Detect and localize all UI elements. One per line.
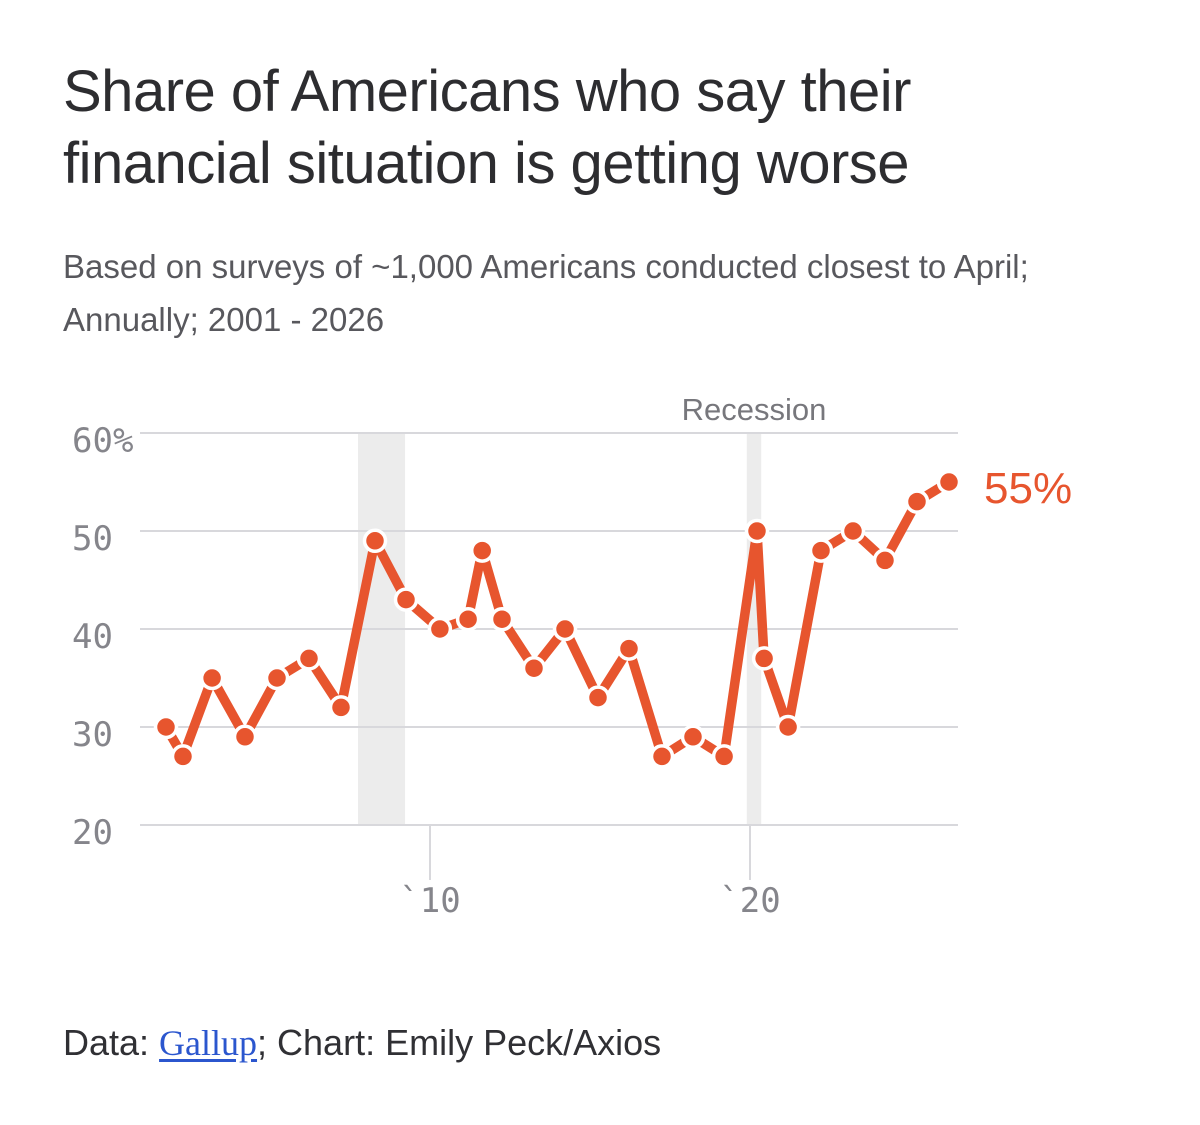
gallup-link[interactable]: Gallup — [159, 1023, 258, 1063]
chart-title-line2: financial situation is getting worse — [63, 131, 910, 196]
data-point-2016-38 — [616, 636, 642, 661]
chart-subtitle: Based on surveys of ~1,000 Americans con… — [63, 240, 1029, 346]
x-axis-tick-label-2020: `20 — [719, 881, 780, 921]
y-axis-tick-label-60: 60% — [72, 421, 133, 461]
x-axis-tick-label-2010: `10 — [399, 881, 460, 921]
chart-subtitle-line1: Based on surveys of ~1,000 Americans con… — [63, 248, 1029, 285]
data-point-2008-49 — [362, 528, 388, 554]
data-point-2024-47 — [872, 548, 898, 573]
end-value-label: 55% — [984, 464, 1072, 513]
data-point-2003-35 — [199, 665, 225, 691]
data-point-2012-41 — [489, 606, 515, 632]
data-point-2014-40 — [552, 616, 578, 642]
data-point-2011-48 — [469, 538, 495, 563]
data-point-2019-27 — [711, 744, 737, 769]
data-point-2010-40 — [427, 616, 453, 642]
y-axis-tick-label-30: 30 — [72, 715, 113, 755]
data-point-2021-30 — [775, 714, 801, 740]
data-point-2001-30 — [153, 714, 179, 740]
data-point-2022-48 — [808, 538, 834, 563]
data-point-2015-33 — [585, 685, 611, 710]
data-point-2006-37 — [296, 646, 322, 671]
data-point-2007-32 — [328, 695, 354, 720]
data-point-2018-29 — [680, 724, 706, 750]
data-point-2020-50 — [744, 518, 770, 544]
data-point-2026-55 — [936, 469, 962, 495]
chart-subtitle-line2: Annually; 2001 - 2026 — [63, 301, 385, 338]
chart-title: Share of Americans who say their financi… — [63, 56, 911, 200]
source-line: Data: Gallup; Chart: Emily Peck/Axios — [63, 1022, 661, 1064]
data-point-2004-29 — [232, 724, 258, 750]
y-axis-tick-label-40: 40 — [72, 617, 113, 657]
data-point-2002-27 — [170, 744, 196, 769]
data-point-2009-43 — [393, 587, 419, 612]
source-prefix: Data: — [63, 1022, 160, 1063]
data-point-2013-36 — [521, 655, 547, 681]
data-line — [161, 477, 954, 762]
chart-title-line1: Share of Americans who say their — [63, 59, 911, 124]
plot-layers — [140, 432, 962, 880]
data-point-2025-53 — [904, 489, 930, 514]
data-point-2020-37 — [751, 646, 777, 671]
data-point-2023-50 — [840, 518, 866, 544]
source-suffix: ; Chart: Emily Peck/Axios — [257, 1022, 662, 1063]
data-point-2005-35 — [264, 665, 290, 691]
recession-annotation: Recession — [682, 392, 827, 427]
data-point-2017-27 — [649, 744, 675, 769]
data-point-2011-41 — [455, 606, 481, 632]
y-axis-tick-label-50: 50 — [72, 519, 113, 559]
y-axis-tick-label-20: 20 — [72, 813, 113, 853]
